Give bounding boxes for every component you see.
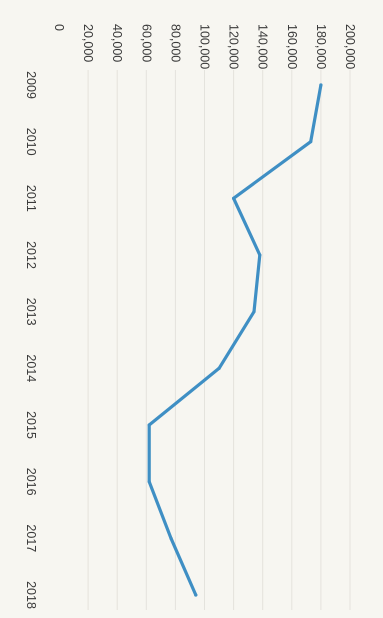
category-tick-label: 2015 — [24, 411, 38, 439]
category-tick-label: 2013 — [24, 298, 38, 326]
data-point — [309, 140, 313, 144]
value-tick-label: 80,000 — [168, 24, 182, 62]
value-tick-label: 60,000 — [139, 24, 153, 62]
data-point — [194, 593, 198, 597]
value-tick-label: 0 — [52, 24, 66, 31]
category-tick-label: 2012 — [24, 241, 38, 269]
series-line — [147, 83, 323, 597]
category-tick-label: 2017 — [24, 524, 38, 552]
category-tick-label: 2016 — [24, 468, 38, 496]
value-tick-label: 20,000 — [81, 24, 95, 62]
data-point — [258, 253, 262, 257]
category-tick-label: 2011 — [24, 185, 38, 212]
data-point — [217, 366, 221, 370]
value-tick-label: 120,000 — [227, 24, 241, 69]
value-tick-label: 200,000 — [343, 24, 357, 69]
category-tick-label: 2018 — [24, 581, 38, 609]
category-tick-label: 2010 — [24, 128, 38, 156]
value-tick-label: 40,000 — [110, 24, 124, 62]
category-tick-label: 2009 — [24, 71, 38, 99]
data-point — [252, 310, 256, 314]
data-point — [232, 196, 236, 200]
value-tick-label: 160,000 — [285, 24, 299, 69]
data-point — [147, 480, 151, 484]
category-tick-label: 2014 — [24, 354, 38, 382]
value-tick-label: 140,000 — [256, 24, 270, 69]
data-point — [147, 423, 151, 427]
value-tick-label: 100,000 — [198, 24, 212, 69]
data-point — [319, 83, 323, 87]
chart-plot-area: 0 20,000 40,000 60,000 80,000 100,000 120,000 1… — [24, 24, 357, 610]
data-point — [169, 536, 173, 540]
value-tick-label: 180,000 — [314, 24, 328, 69]
